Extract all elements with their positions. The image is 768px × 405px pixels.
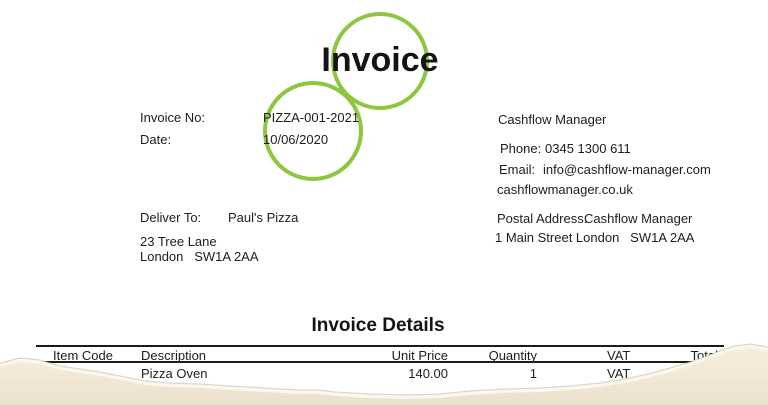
website-text: cashflowmanager.co.uk bbox=[497, 182, 633, 197]
invoice-no-label: Invoice No: bbox=[140, 110, 206, 125]
phone-value: 0345 1300 611 bbox=[545, 141, 631, 156]
row-cell-description: Pizza Oven bbox=[141, 366, 208, 381]
deliver-address-line1: 23 Tree Lane bbox=[140, 234, 217, 249]
postal-address-name: Cashflow Manager bbox=[584, 211, 693, 226]
date-label: Date: bbox=[140, 132, 172, 147]
column-header-item-code: Item Code bbox=[53, 348, 113, 363]
date-value: 10/06/2020 bbox=[263, 132, 329, 147]
postal-address-label: Postal Address: bbox=[497, 211, 588, 226]
column-header-description: Description bbox=[141, 348, 207, 363]
row-cell-item-code: PO bbox=[53, 366, 72, 381]
supplier-name: Cashflow Manager bbox=[498, 112, 607, 127]
deliver-to-label: Deliver To: bbox=[140, 210, 202, 225]
phone-label: Phone: bbox=[500, 141, 542, 156]
row-cell-unit-price: 140.00 bbox=[408, 366, 448, 381]
deliver-address-line2: London SW1A 2AA bbox=[140, 249, 259, 264]
column-header-quantity: Quantity bbox=[488, 348, 537, 363]
invoice-details-heading: Invoice Details bbox=[311, 315, 445, 336]
row-cell-vat: VAT bbox=[607, 366, 631, 381]
email-value: info@cashflow-manager.com bbox=[543, 162, 711, 177]
email-label: Email: bbox=[499, 162, 536, 177]
page-title: Invoice bbox=[321, 41, 439, 79]
postal-address-street: 1 Main Street London SW1A 2AA bbox=[495, 230, 695, 245]
invoice-no-value: PIZZA-001-2021 bbox=[263, 110, 360, 125]
table-rule-top bbox=[36, 345, 724, 347]
column-header-unit-price: Unit Price bbox=[391, 348, 448, 363]
row-cell-quantity: 1 bbox=[529, 366, 537, 381]
column-header-total: Total bbox=[690, 348, 718, 363]
deliver-to-name: Paul's Pizza bbox=[228, 210, 299, 225]
